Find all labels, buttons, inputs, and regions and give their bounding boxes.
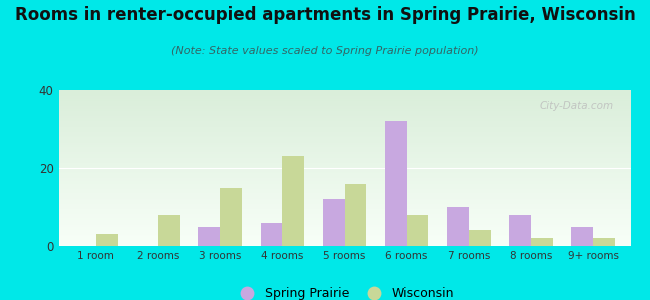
Bar xyxy=(220,188,242,246)
Text: Rooms in renter-occupied apartments in Spring Prairie, Wisconsin: Rooms in renter-occupied apartments in S… xyxy=(14,6,636,24)
Text: City-Data.com: City-Data.com xyxy=(540,101,614,111)
Bar xyxy=(407,215,428,246)
Bar xyxy=(593,238,615,246)
Bar xyxy=(344,184,366,246)
Bar xyxy=(261,223,282,246)
Bar xyxy=(158,215,180,246)
Bar xyxy=(198,226,220,246)
Bar xyxy=(531,238,552,246)
Bar xyxy=(509,215,531,246)
Text: (Note: State values scaled to Spring Prairie population): (Note: State values scaled to Spring Pra… xyxy=(171,46,479,56)
Bar xyxy=(447,207,469,246)
Legend: Spring Prairie, Wisconsin: Spring Prairie, Wisconsin xyxy=(230,282,459,300)
Bar xyxy=(96,234,118,246)
Bar xyxy=(282,156,304,246)
Bar xyxy=(571,226,593,246)
Bar xyxy=(469,230,491,246)
Bar xyxy=(323,199,345,246)
Bar xyxy=(385,121,407,246)
